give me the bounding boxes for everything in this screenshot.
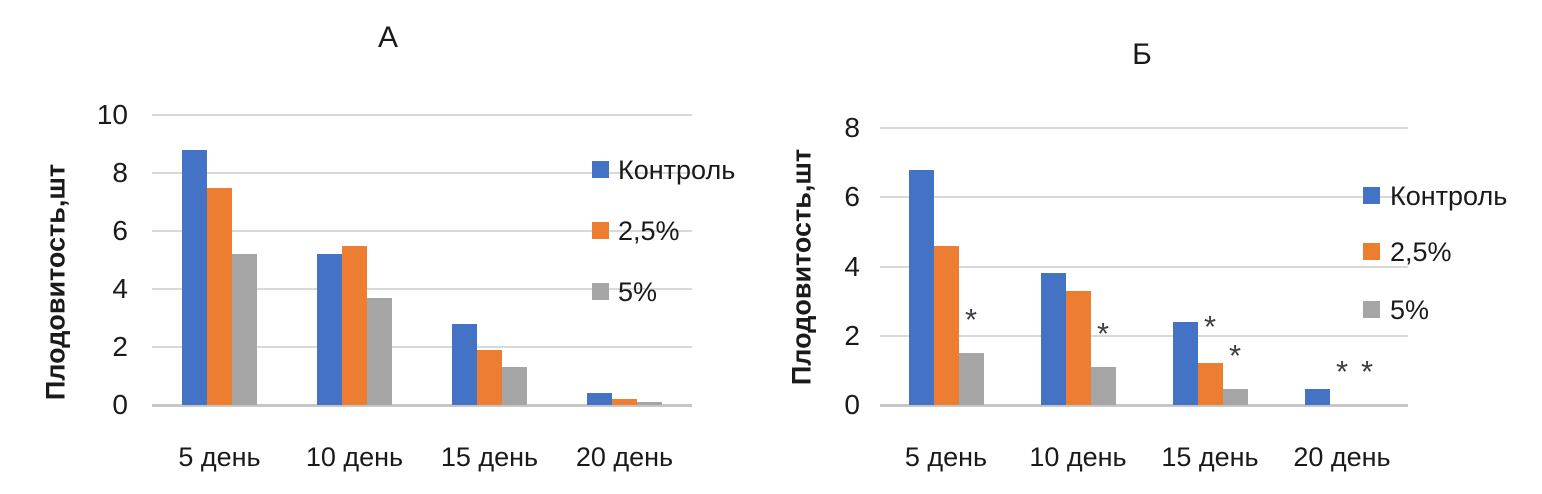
y-tick-label: 8	[112, 157, 128, 188]
bar-2,5%	[477, 349, 502, 405]
significance-asterisk: *	[1096, 315, 1110, 351]
panel-title: Б	[1132, 38, 1152, 71]
bar-контроль	[1304, 389, 1330, 405]
gridline	[152, 288, 692, 290]
y-tick-label: 6	[112, 215, 128, 246]
bar-контроль	[1040, 273, 1066, 405]
y-tick-label: 0	[844, 389, 860, 420]
legend-swatch-2,5%	[1363, 243, 1380, 260]
bar-5%	[637, 402, 662, 405]
x-category-label: 5 день	[178, 442, 261, 472]
bar-2,5%	[1197, 363, 1223, 405]
bar-2,5%	[612, 399, 637, 405]
gridline	[152, 230, 692, 232]
x-category-label: 10 день	[1029, 442, 1127, 472]
significance-asterisk: *	[1360, 353, 1374, 389]
legend-swatch-5%	[592, 283, 609, 300]
gridline	[152, 346, 692, 348]
significance-asterisk: *	[1203, 308, 1217, 344]
x-category-label: 15 день	[1161, 442, 1259, 472]
legend-label: 2,5%	[618, 216, 680, 246]
y-tick-label: 0	[112, 389, 128, 420]
bar-5%	[1090, 366, 1116, 405]
gridline	[152, 172, 692, 174]
gridline	[880, 265, 1408, 268]
bar-2,5%	[342, 245, 367, 405]
y-tick-label: 6	[844, 181, 860, 213]
bar-контроль	[587, 393, 612, 405]
legend-swatch-control	[1363, 187, 1380, 204]
bar-5%	[502, 367, 527, 405]
bar-контроль	[908, 169, 934, 405]
gridline	[880, 127, 1408, 129]
x-axis-line	[152, 404, 692, 407]
legend-label: Контроль	[618, 155, 736, 185]
significance-asterisk: *	[1335, 353, 1349, 389]
gridline	[880, 334, 1408, 337]
bar-5%	[367, 297, 392, 405]
y-tick-label: 10	[96, 99, 128, 130]
significance-asterisk: *	[1228, 338, 1242, 374]
legend-swatch-5%	[1363, 301, 1380, 318]
x-category-label: 15 день	[440, 442, 539, 472]
x-category-label: 10 день	[305, 442, 404, 472]
bar-контроль	[452, 323, 477, 405]
bar-5%	[958, 353, 984, 405]
bar-контроль	[317, 254, 342, 405]
panel-title: А	[377, 21, 398, 54]
bar-5%	[232, 254, 257, 405]
bar-2,5%	[207, 187, 232, 405]
y-tick-label: 2	[112, 331, 128, 362]
y-tick-label: 4	[112, 273, 128, 304]
significance-asterisk: *	[964, 301, 978, 337]
bar-2,5%	[933, 245, 959, 405]
y-tick-label: 8	[844, 112, 860, 143]
legend-swatch-control	[592, 161, 609, 178]
legend-label: 2,5%	[1390, 237, 1452, 267]
y-tick-label: 2	[844, 319, 860, 351]
x-category-label: 20 день	[1293, 442, 1391, 472]
x-category-label: 5 день	[904, 442, 988, 472]
legend-swatch-2,5%	[592, 222, 609, 239]
gridline	[880, 196, 1408, 199]
bar-5%	[1222, 389, 1248, 405]
legend-label: Контроль	[1390, 181, 1508, 211]
bar-контроль	[1172, 321, 1198, 405]
legend-label: 5%	[1390, 295, 1430, 325]
y-tick-label: 4	[844, 250, 860, 282]
x-category-label: 20 день	[575, 442, 674, 472]
x-axis-line	[880, 404, 1408, 407]
bar-2,5%	[1065, 290, 1091, 405]
legend-label: 5%	[618, 277, 658, 307]
bar-контроль	[182, 149, 207, 405]
gridline	[152, 114, 692, 116]
